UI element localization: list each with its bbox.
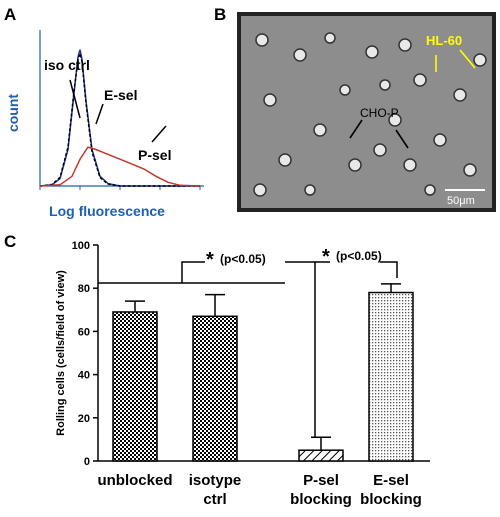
y-tick-label: 100: [72, 240, 90, 252]
x-tick-label: unblocked: [97, 472, 172, 489]
label-arrow: [95, 103, 104, 125]
series-label: E-sel: [104, 87, 137, 103]
cell-label: CHO-P: [360, 106, 399, 120]
x-tick-label: E-sel blocking: [360, 472, 422, 508]
x-axis-label: Log fluorescence: [49, 203, 165, 219]
micrograph: HL-60 CHO-P 50μm: [237, 12, 496, 212]
scale-bar-label: 50μm: [447, 195, 475, 207]
histogram-line: [39, 146, 201, 187]
y-tick-label: 80: [78, 283, 90, 295]
y-tick-label: 0: [84, 456, 90, 468]
error-bar: [125, 300, 145, 312]
bar: [368, 291, 414, 462]
series-label: P-sel: [138, 147, 171, 163]
significance-label: (p<0.05): [336, 249, 382, 263]
panel-label: A: [4, 5, 16, 24]
bar: [298, 449, 344, 462]
y-axis-label: count: [5, 94, 21, 132]
cell-label: HL-60: [426, 33, 462, 48]
error-bar: [311, 436, 331, 451]
significance-label: *: [206, 249, 214, 271]
y-tick-label: 60: [78, 326, 90, 338]
y-tick-label: 40: [78, 370, 90, 382]
significance-label: (p<0.05): [220, 252, 266, 266]
y-axis-label: Rolling cells (cells/field of view): [55, 270, 67, 436]
bar: [192, 315, 238, 462]
x-tick-label: P-sel blocking: [290, 472, 352, 508]
y-tick-label: 20: [78, 413, 90, 425]
histogram-line: [39, 50, 200, 187]
significance-label: *: [322, 246, 330, 268]
error-bar: [381, 283, 401, 293]
label-arrow: [69, 79, 81, 119]
x-tick-label: isotype ctrl: [189, 472, 242, 508]
label-arrow: [151, 125, 167, 143]
panel-label: B: [214, 5, 226, 24]
bar: [112, 311, 158, 462]
panel-label: C: [4, 232, 16, 251]
panel-c: 0 20 40 60 80 100 Rolling cells (cells/field o…: [55, 240, 430, 508]
error-bar: [205, 293, 225, 317]
